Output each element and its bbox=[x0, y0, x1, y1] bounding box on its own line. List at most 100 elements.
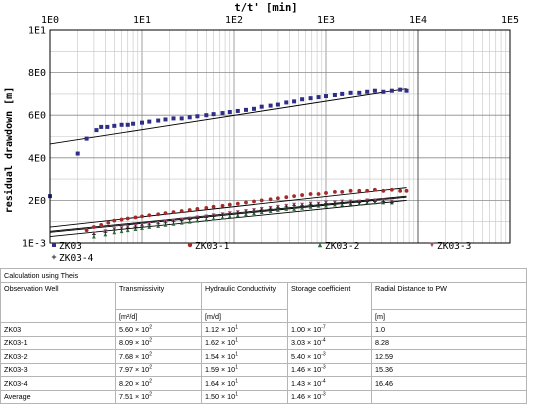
data-point bbox=[84, 136, 89, 141]
data-point bbox=[187, 219, 192, 224]
data-point bbox=[147, 225, 152, 229]
data-point bbox=[243, 107, 248, 112]
exponent: 1 bbox=[235, 337, 238, 344]
x-tick-label: 1E5 bbox=[501, 15, 519, 26]
cell-transmissivity: 7.97 × 102 bbox=[115, 362, 202, 377]
y-tick-label: 1E-3 bbox=[22, 239, 46, 250]
data-point bbox=[244, 212, 248, 217]
data-point bbox=[220, 203, 225, 208]
cell-transmissivity: 8.09 × 102 bbox=[115, 335, 202, 350]
data-point bbox=[292, 207, 296, 211]
table-caption-row: Calculation using Theis bbox=[0, 268, 528, 283]
data-point bbox=[365, 188, 370, 193]
x-tick-label: 1E3 bbox=[317, 15, 335, 26]
data-point bbox=[348, 90, 353, 95]
data-point bbox=[105, 124, 110, 129]
value: Average bbox=[4, 392, 31, 402]
data-point bbox=[211, 112, 216, 117]
legend-label: ZK03-2 bbox=[325, 241, 359, 252]
data-point bbox=[268, 207, 273, 211]
data-point bbox=[195, 218, 200, 223]
data-point bbox=[125, 216, 130, 221]
data-point bbox=[227, 110, 232, 115]
mantissa: 1.54 × 10 bbox=[205, 351, 236, 361]
data-point bbox=[187, 208, 192, 212]
data-point bbox=[275, 102, 280, 107]
y-axis-title: residual drawdown [m] bbox=[3, 87, 15, 213]
exponent: -4 bbox=[321, 337, 326, 344]
exponent: 2 bbox=[149, 378, 152, 385]
x-tick-label: 1E4 bbox=[409, 15, 427, 26]
data-point bbox=[292, 99, 297, 104]
data-point bbox=[252, 211, 256, 216]
cell-distance: 15.36 bbox=[370, 362, 528, 377]
data-point bbox=[381, 199, 386, 204]
data-point bbox=[308, 204, 313, 209]
exponent: 2 bbox=[149, 337, 152, 344]
data-point bbox=[204, 205, 209, 210]
table-row: ZK03-1 8.09 × 102 1.62 × 101 3.03 × 10-4 8.2… bbox=[0, 335, 528, 350]
data-point bbox=[316, 192, 321, 196]
legend-label: ZK03 bbox=[59, 241, 82, 252]
data-point bbox=[204, 217, 209, 222]
data-point bbox=[179, 116, 184, 121]
table-row: Average 7.51 × 102 1.50 × 101 1.46 × 10-3 bbox=[0, 389, 528, 404]
data-point bbox=[324, 191, 328, 195]
header-storage-coefficient: Storage coefficient bbox=[287, 282, 372, 323]
data-point bbox=[227, 202, 232, 207]
data-point bbox=[308, 202, 313, 207]
data-point bbox=[259, 210, 264, 215]
y-tick-label: 4E0 bbox=[28, 153, 46, 164]
data-point bbox=[259, 198, 264, 203]
legend-label: ZK03-1 bbox=[195, 241, 230, 252]
data-point bbox=[140, 224, 144, 228]
data-point bbox=[235, 213, 240, 218]
exponent: -3 bbox=[321, 391, 326, 398]
table-body: ZK03 5.60 × 102 1.12 × 101 1.00 × 10-7 1.0 ZK… bbox=[0, 322, 528, 404]
data-point bbox=[324, 94, 328, 99]
chart-grid bbox=[49, 29, 510, 244]
data-point bbox=[372, 187, 377, 192]
data-point bbox=[389, 187, 394, 192]
fit-line bbox=[49, 195, 407, 232]
cell-storage: 3.03 × 10-4 bbox=[287, 335, 372, 350]
data-point bbox=[220, 213, 225, 218]
data-point bbox=[187, 242, 193, 248]
cell-storage: 1.46 × 10-3 bbox=[287, 362, 372, 377]
x-tick-label: 1E0 bbox=[41, 15, 59, 26]
data-point bbox=[106, 220, 111, 225]
exponent: 1 bbox=[235, 391, 238, 398]
data-point bbox=[389, 200, 394, 205]
unit-radial-distance: [m] bbox=[370, 309, 528, 323]
series-zk03-1 bbox=[84, 187, 409, 233]
mantissa: 8.09 × 10 bbox=[119, 338, 150, 348]
data-point bbox=[156, 118, 161, 123]
x-tick-label: 1E1 bbox=[133, 15, 151, 26]
data-point bbox=[103, 230, 108, 235]
exponent: -3 bbox=[321, 364, 326, 371]
data-point bbox=[389, 88, 394, 93]
y-tick-label: 1E1 bbox=[28, 26, 46, 37]
data-point bbox=[125, 228, 130, 233]
data-point bbox=[204, 113, 209, 118]
data-point bbox=[235, 211, 240, 216]
cell-conductivity: 1.59 × 101 bbox=[201, 362, 288, 377]
data-point bbox=[156, 221, 161, 226]
data-point bbox=[171, 210, 176, 215]
cell-well: ZK03-3 bbox=[0, 362, 116, 377]
data-point bbox=[300, 193, 305, 197]
cell-conductivity: 1.62 × 101 bbox=[201, 335, 288, 350]
unit-hydraulic-conductivity: [m/d] bbox=[201, 309, 288, 323]
data-point bbox=[179, 209, 184, 213]
exponent: -7 bbox=[321, 324, 326, 331]
data-point bbox=[125, 122, 130, 127]
value: ZK03-1 bbox=[4, 338, 28, 348]
data-point bbox=[268, 103, 273, 108]
data-point bbox=[99, 124, 104, 129]
cell-distance: 1.0 bbox=[370, 322, 528, 337]
data-point bbox=[381, 89, 386, 94]
exponent: 2 bbox=[149, 364, 152, 371]
data-point bbox=[372, 88, 377, 93]
data-point bbox=[163, 117, 168, 122]
value: 12.59 bbox=[375, 351, 393, 361]
